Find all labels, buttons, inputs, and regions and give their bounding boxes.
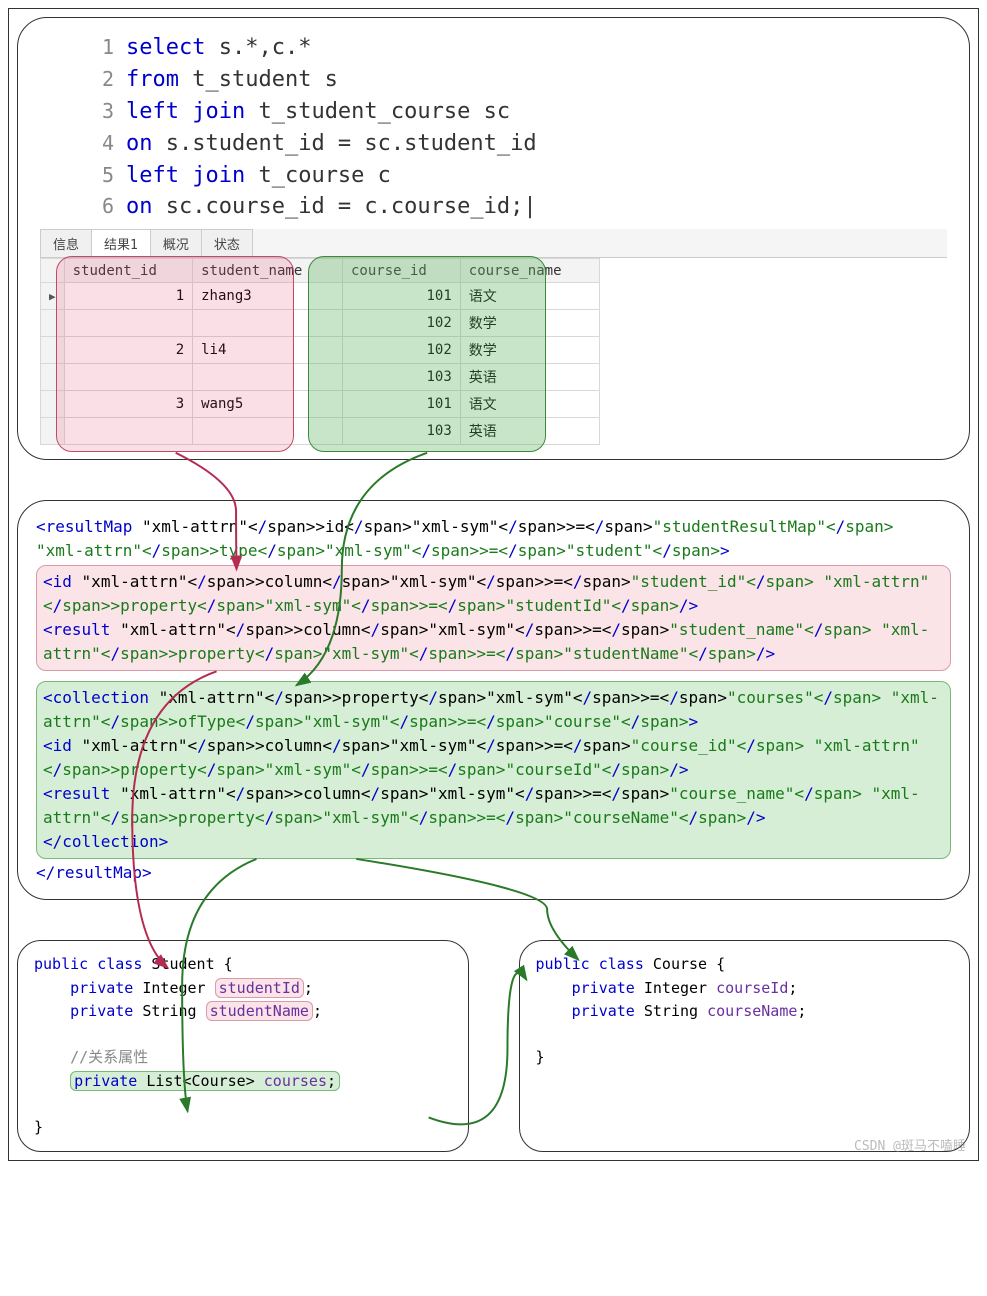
sql-text: ;| (510, 194, 537, 219)
line-number: 3 (76, 97, 114, 126)
table-row: 3wang5101语文 (41, 391, 600, 418)
sql-text: t_student s (179, 67, 338, 92)
cell: 102 (343, 310, 461, 337)
tab-信息[interactable]: 信息 (40, 229, 92, 257)
sql-keyword: left join (126, 163, 245, 188)
cell: 语文 (460, 283, 599, 310)
watermark: CSDN @斑马不嗑睡 (854, 1135, 966, 1154)
cell (64, 418, 193, 445)
cell: 102 (343, 337, 461, 364)
sql-keyword: on (126, 131, 153, 156)
cell (64, 310, 193, 337)
cell (193, 364, 343, 391)
xml-code: <resultMap "xml-attrn"</span>>id</span>"… (36, 515, 951, 885)
table-row: 103英语 (41, 418, 600, 445)
table-row: 103英语 (41, 364, 600, 391)
xml-id-result-block: <id "xml-attrn"</span>>column</span>"xml… (36, 565, 951, 671)
tab-状态[interactable]: 状态 (201, 229, 253, 257)
sql-text: t_course c (245, 163, 391, 188)
diagram-frame: 1 select s.*,c.* 2 from t_student s 3 left jo… (8, 8, 979, 1161)
sql-panel: 1 select s.*,c.* 2 from t_student s 3 left jo… (17, 17, 970, 460)
sql-text: sc.course_id = c.course_id (153, 194, 511, 219)
line-number: 6 (76, 192, 114, 221)
cell: li4 (193, 337, 343, 364)
java-student-panel: public class Student { private Integer s… (17, 940, 469, 1152)
line-number: 1 (76, 33, 114, 62)
tab-概况[interactable]: 概况 (150, 229, 202, 257)
cell: 103 (343, 418, 461, 445)
sql-text: s.student_id = sc.student_id (153, 131, 537, 156)
col-course_id: course_id (343, 259, 461, 283)
line-number: 2 (76, 65, 114, 94)
java-course-panel: public class Course { private Integer co… (519, 940, 971, 1152)
cell: 101 (343, 283, 461, 310)
cell: 1 (64, 283, 193, 310)
sql-keyword: on (126, 194, 153, 219)
col-student_name: student_name (193, 259, 343, 283)
xml-panel: <resultMap "xml-attrn"</span>>id</span>"… (17, 500, 970, 900)
cell: zhang3 (193, 283, 343, 310)
col-course_name: course_name (460, 259, 599, 283)
sql-keyword: from (126, 67, 179, 92)
tab-结果1[interactable]: 结果1 (91, 229, 151, 257)
cell: 3 (64, 391, 193, 418)
result-table-wrap: student_idstudent_namecourse_idcourse_na… (40, 258, 947, 445)
result-tabs: 信息结果1概况状态 (40, 229, 947, 258)
sql-keyword: left join (126, 99, 245, 124)
table-row: 102数学 (41, 310, 600, 337)
cell (64, 364, 193, 391)
cell (193, 418, 343, 445)
xml-close: </resultMap> (36, 861, 951, 885)
cell: 语文 (460, 391, 599, 418)
cell: 101 (343, 391, 461, 418)
col-student_id: student_id (64, 259, 193, 283)
xml-collection-block: <collection "xml-attrn"</span>>property<… (36, 681, 951, 859)
table-row: ▶1zhang3101语文 (41, 283, 600, 310)
cell: 数学 (460, 337, 599, 364)
line-number: 5 (76, 161, 114, 190)
sql-text: s.*,c.* (205, 35, 311, 60)
table-row: 2li4102数学 (41, 337, 600, 364)
cell: 数学 (460, 310, 599, 337)
cell: 103 (343, 364, 461, 391)
sql-text: t_student_course sc (245, 99, 510, 124)
xml-open: <resultMap "xml-attrn"</span>>id</span>"… (36, 515, 951, 563)
result-table: student_idstudent_namecourse_idcourse_na… (40, 258, 600, 445)
cell: wang5 (193, 391, 343, 418)
cell (193, 310, 343, 337)
java-student-code: public class Student { private Integer s… (34, 953, 452, 1139)
cell: 英语 (460, 364, 599, 391)
sql-keyword: select (126, 35, 205, 60)
cell: 英语 (460, 418, 599, 445)
sql-code: 1 select s.*,c.* 2 from t_student s 3 left jo… (36, 32, 951, 223)
cell: 2 (64, 337, 193, 364)
java-course-code: public class Course { private Integer co… (536, 953, 954, 1069)
line-number: 4 (76, 129, 114, 158)
java-row: public class Student { private Integer s… (17, 940, 970, 1152)
